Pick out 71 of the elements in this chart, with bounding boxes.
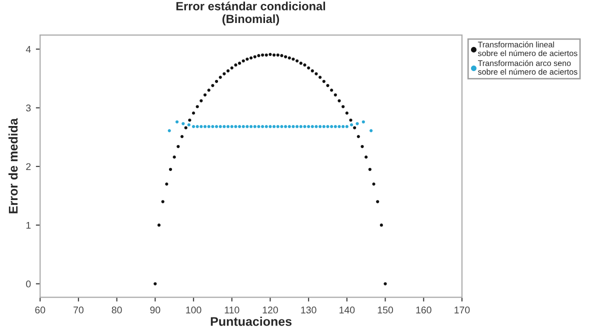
point xyxy=(280,125,284,128)
y-tick-label: 1 xyxy=(26,222,31,229)
point xyxy=(276,125,280,128)
point xyxy=(310,125,314,128)
point xyxy=(218,125,222,128)
point xyxy=(192,125,196,128)
point xyxy=(284,125,288,128)
point xyxy=(356,122,359,126)
point xyxy=(268,125,272,128)
point xyxy=(246,125,249,128)
x-tick-label: 90 xyxy=(150,306,160,314)
y-tick-label: 0 xyxy=(26,280,31,288)
chart-title: Error estándar condicional (Binomial) xyxy=(176,2,326,26)
point xyxy=(303,125,306,128)
point xyxy=(207,125,210,128)
point xyxy=(226,125,230,128)
point xyxy=(272,125,276,128)
y-tick-label: 3 xyxy=(26,104,31,112)
point xyxy=(242,125,245,128)
y-axis-title: Error de medida xyxy=(8,118,18,214)
point xyxy=(350,123,354,126)
point xyxy=(264,125,268,128)
point xyxy=(230,125,234,128)
point xyxy=(222,125,226,128)
point xyxy=(314,125,318,128)
point xyxy=(238,125,242,128)
point xyxy=(187,123,190,126)
point xyxy=(292,125,295,128)
x-tick-label: 120 xyxy=(262,306,278,314)
x-tick-label: 170 xyxy=(454,306,470,314)
point xyxy=(334,125,337,128)
point xyxy=(338,125,341,128)
point xyxy=(182,122,185,126)
point xyxy=(330,125,334,128)
x-tick-label: 140 xyxy=(340,306,355,314)
point xyxy=(257,125,260,128)
point xyxy=(168,129,171,132)
point xyxy=(307,125,310,128)
point xyxy=(326,125,330,128)
point xyxy=(288,125,291,128)
legend-label: Transformación lineal sobre el número de aciertos xyxy=(478,41,578,56)
point xyxy=(299,125,302,128)
point xyxy=(260,125,264,128)
point xyxy=(211,125,214,128)
legend-label: Transformación arco seno sobre el número de aciertos xyxy=(478,60,578,75)
point xyxy=(200,125,203,128)
x-tick-label: 110 xyxy=(224,306,240,314)
point xyxy=(342,125,345,128)
x-axis-title: Puntuaciones xyxy=(210,316,292,326)
point xyxy=(370,129,373,132)
y-tick-label: 2 xyxy=(26,163,31,170)
x-tick-label: 60 xyxy=(35,306,46,314)
point xyxy=(203,125,207,128)
x-tick-label: 160 xyxy=(416,306,432,314)
x-tick-label: 130 xyxy=(301,306,316,314)
point xyxy=(318,125,322,128)
y-tick-label: 4 xyxy=(26,46,31,53)
point xyxy=(362,120,365,124)
x-tick-label: 100 xyxy=(186,306,202,314)
point xyxy=(234,125,238,128)
point xyxy=(253,125,256,128)
point xyxy=(322,125,326,128)
point xyxy=(175,120,179,124)
x-tick-label: 70 xyxy=(74,306,84,314)
point xyxy=(296,125,299,128)
point xyxy=(345,125,348,128)
point xyxy=(196,125,199,128)
point xyxy=(249,125,253,128)
x-tick-label: 80 xyxy=(112,306,122,314)
point xyxy=(214,125,218,128)
x-tick-label: 150 xyxy=(378,306,393,314)
